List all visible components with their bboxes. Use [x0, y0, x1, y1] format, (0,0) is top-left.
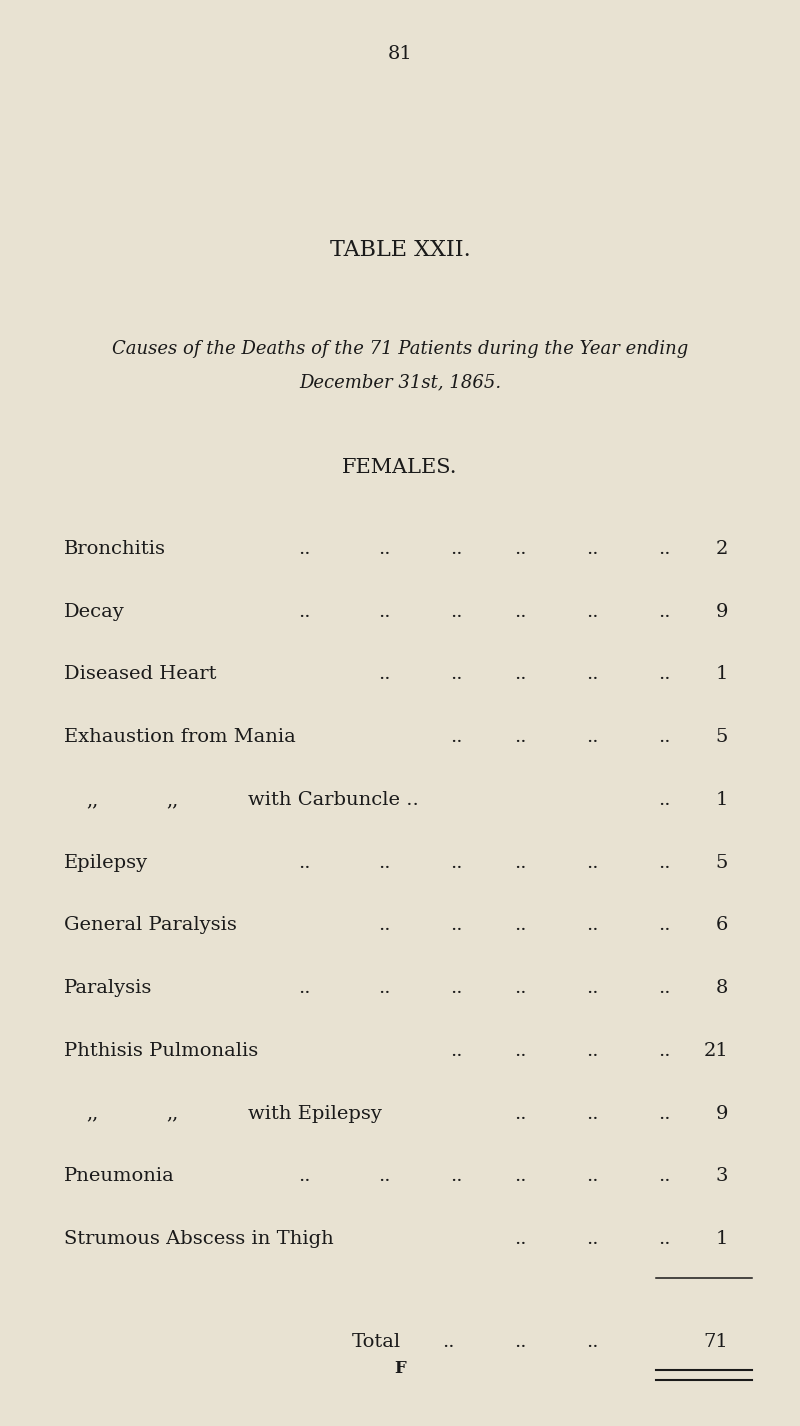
Text: ..: ..	[298, 1168, 310, 1185]
Text: ..: ..	[586, 1105, 598, 1122]
Text: 5: 5	[716, 854, 728, 871]
Text: General Paralysis: General Paralysis	[64, 917, 237, 934]
Text: 5: 5	[716, 729, 728, 746]
Text: ..: ..	[586, 917, 598, 934]
Text: with Epilepsy: with Epilepsy	[248, 1105, 382, 1122]
Text: ..: ..	[514, 666, 526, 683]
Text: ..: ..	[378, 854, 390, 871]
Text: 21: 21	[703, 1042, 728, 1060]
Text: ..: ..	[514, 1333, 526, 1350]
Text: ,,: ,,	[86, 1105, 98, 1122]
Text: ..: ..	[442, 1333, 454, 1350]
Text: ..: ..	[378, 603, 390, 620]
Text: ..: ..	[450, 540, 462, 558]
Text: 1: 1	[716, 666, 728, 683]
Text: Paralysis: Paralysis	[64, 980, 152, 997]
Text: ..: ..	[586, 540, 598, 558]
Text: 71: 71	[703, 1333, 728, 1350]
Text: ..: ..	[514, 917, 526, 934]
Text: 8: 8	[716, 980, 728, 997]
Text: ..: ..	[658, 1042, 670, 1060]
Text: ..: ..	[450, 917, 462, 934]
Text: ..: ..	[450, 1042, 462, 1060]
Text: ..: ..	[658, 1105, 670, 1122]
Text: with Carbuncle ..: with Carbuncle ..	[248, 791, 418, 809]
Text: Total: Total	[352, 1333, 401, 1350]
Text: ..: ..	[378, 1168, 390, 1185]
Text: ..: ..	[658, 729, 670, 746]
Text: 9: 9	[715, 1105, 728, 1122]
Text: ..: ..	[658, 666, 670, 683]
Text: ..: ..	[378, 917, 390, 934]
Text: ..: ..	[514, 1231, 526, 1248]
Text: ,,: ,,	[86, 791, 98, 809]
Text: Strumous Abscess in Thigh: Strumous Abscess in Thigh	[64, 1231, 334, 1248]
Text: Bronchitis: Bronchitis	[64, 540, 166, 558]
Text: ,,: ,,	[166, 1105, 178, 1122]
Text: ..: ..	[514, 1042, 526, 1060]
Text: ..: ..	[514, 603, 526, 620]
Text: ..: ..	[514, 729, 526, 746]
Text: 1: 1	[716, 1231, 728, 1248]
Text: ..: ..	[586, 1168, 598, 1185]
Text: 1: 1	[716, 791, 728, 809]
Text: ..: ..	[658, 791, 670, 809]
Text: ..: ..	[586, 666, 598, 683]
Text: ,,: ,,	[166, 791, 178, 809]
Text: Exhaustion from Mania: Exhaustion from Mania	[64, 729, 296, 746]
Text: TABLE XXII.: TABLE XXII.	[330, 238, 470, 261]
Text: ..: ..	[298, 980, 310, 997]
Text: ..: ..	[514, 1105, 526, 1122]
Text: Epilepsy: Epilepsy	[64, 854, 148, 871]
Text: ..: ..	[586, 1231, 598, 1248]
Text: ..: ..	[450, 854, 462, 871]
Text: Pneumonia: Pneumonia	[64, 1168, 174, 1185]
Text: ..: ..	[514, 854, 526, 871]
Text: ..: ..	[378, 666, 390, 683]
Text: December 31st, 1865.: December 31st, 1865.	[299, 374, 501, 391]
Text: ..: ..	[658, 854, 670, 871]
Text: Phthisis Pulmonalis: Phthisis Pulmonalis	[64, 1042, 258, 1060]
Text: ..: ..	[658, 1231, 670, 1248]
Text: ..: ..	[586, 1333, 598, 1350]
Text: ..: ..	[450, 1168, 462, 1185]
Text: 3: 3	[715, 1168, 728, 1185]
Text: ..: ..	[658, 1168, 670, 1185]
Text: ..: ..	[378, 980, 390, 997]
Text: Diseased Heart: Diseased Heart	[64, 666, 217, 683]
Text: Decay: Decay	[64, 603, 125, 620]
Text: 9: 9	[715, 603, 728, 620]
Text: ..: ..	[586, 603, 598, 620]
Text: 6: 6	[716, 917, 728, 934]
Text: ..: ..	[298, 854, 310, 871]
Text: ..: ..	[450, 980, 462, 997]
Text: Causes of the Deaths of the 71 Patients during the Year ending: Causes of the Deaths of the 71 Patients …	[112, 341, 688, 358]
Text: ..: ..	[298, 540, 310, 558]
Text: ..: ..	[514, 1168, 526, 1185]
Text: ..: ..	[450, 666, 462, 683]
Text: ..: ..	[658, 917, 670, 934]
Text: F: F	[394, 1360, 406, 1378]
Text: ..: ..	[450, 729, 462, 746]
Text: ..: ..	[658, 540, 670, 558]
Text: ..: ..	[586, 729, 598, 746]
Text: ..: ..	[586, 1042, 598, 1060]
Text: ..: ..	[586, 980, 598, 997]
Text: ..: ..	[514, 540, 526, 558]
Text: ..: ..	[450, 603, 462, 620]
Text: ..: ..	[658, 980, 670, 997]
Text: ..: ..	[378, 540, 390, 558]
Text: 81: 81	[388, 46, 412, 63]
Text: ..: ..	[586, 854, 598, 871]
Text: ..: ..	[514, 980, 526, 997]
Text: FEMALES.: FEMALES.	[342, 458, 458, 478]
Text: ..: ..	[658, 603, 670, 620]
Text: ..: ..	[298, 603, 310, 620]
Text: 2: 2	[716, 540, 728, 558]
